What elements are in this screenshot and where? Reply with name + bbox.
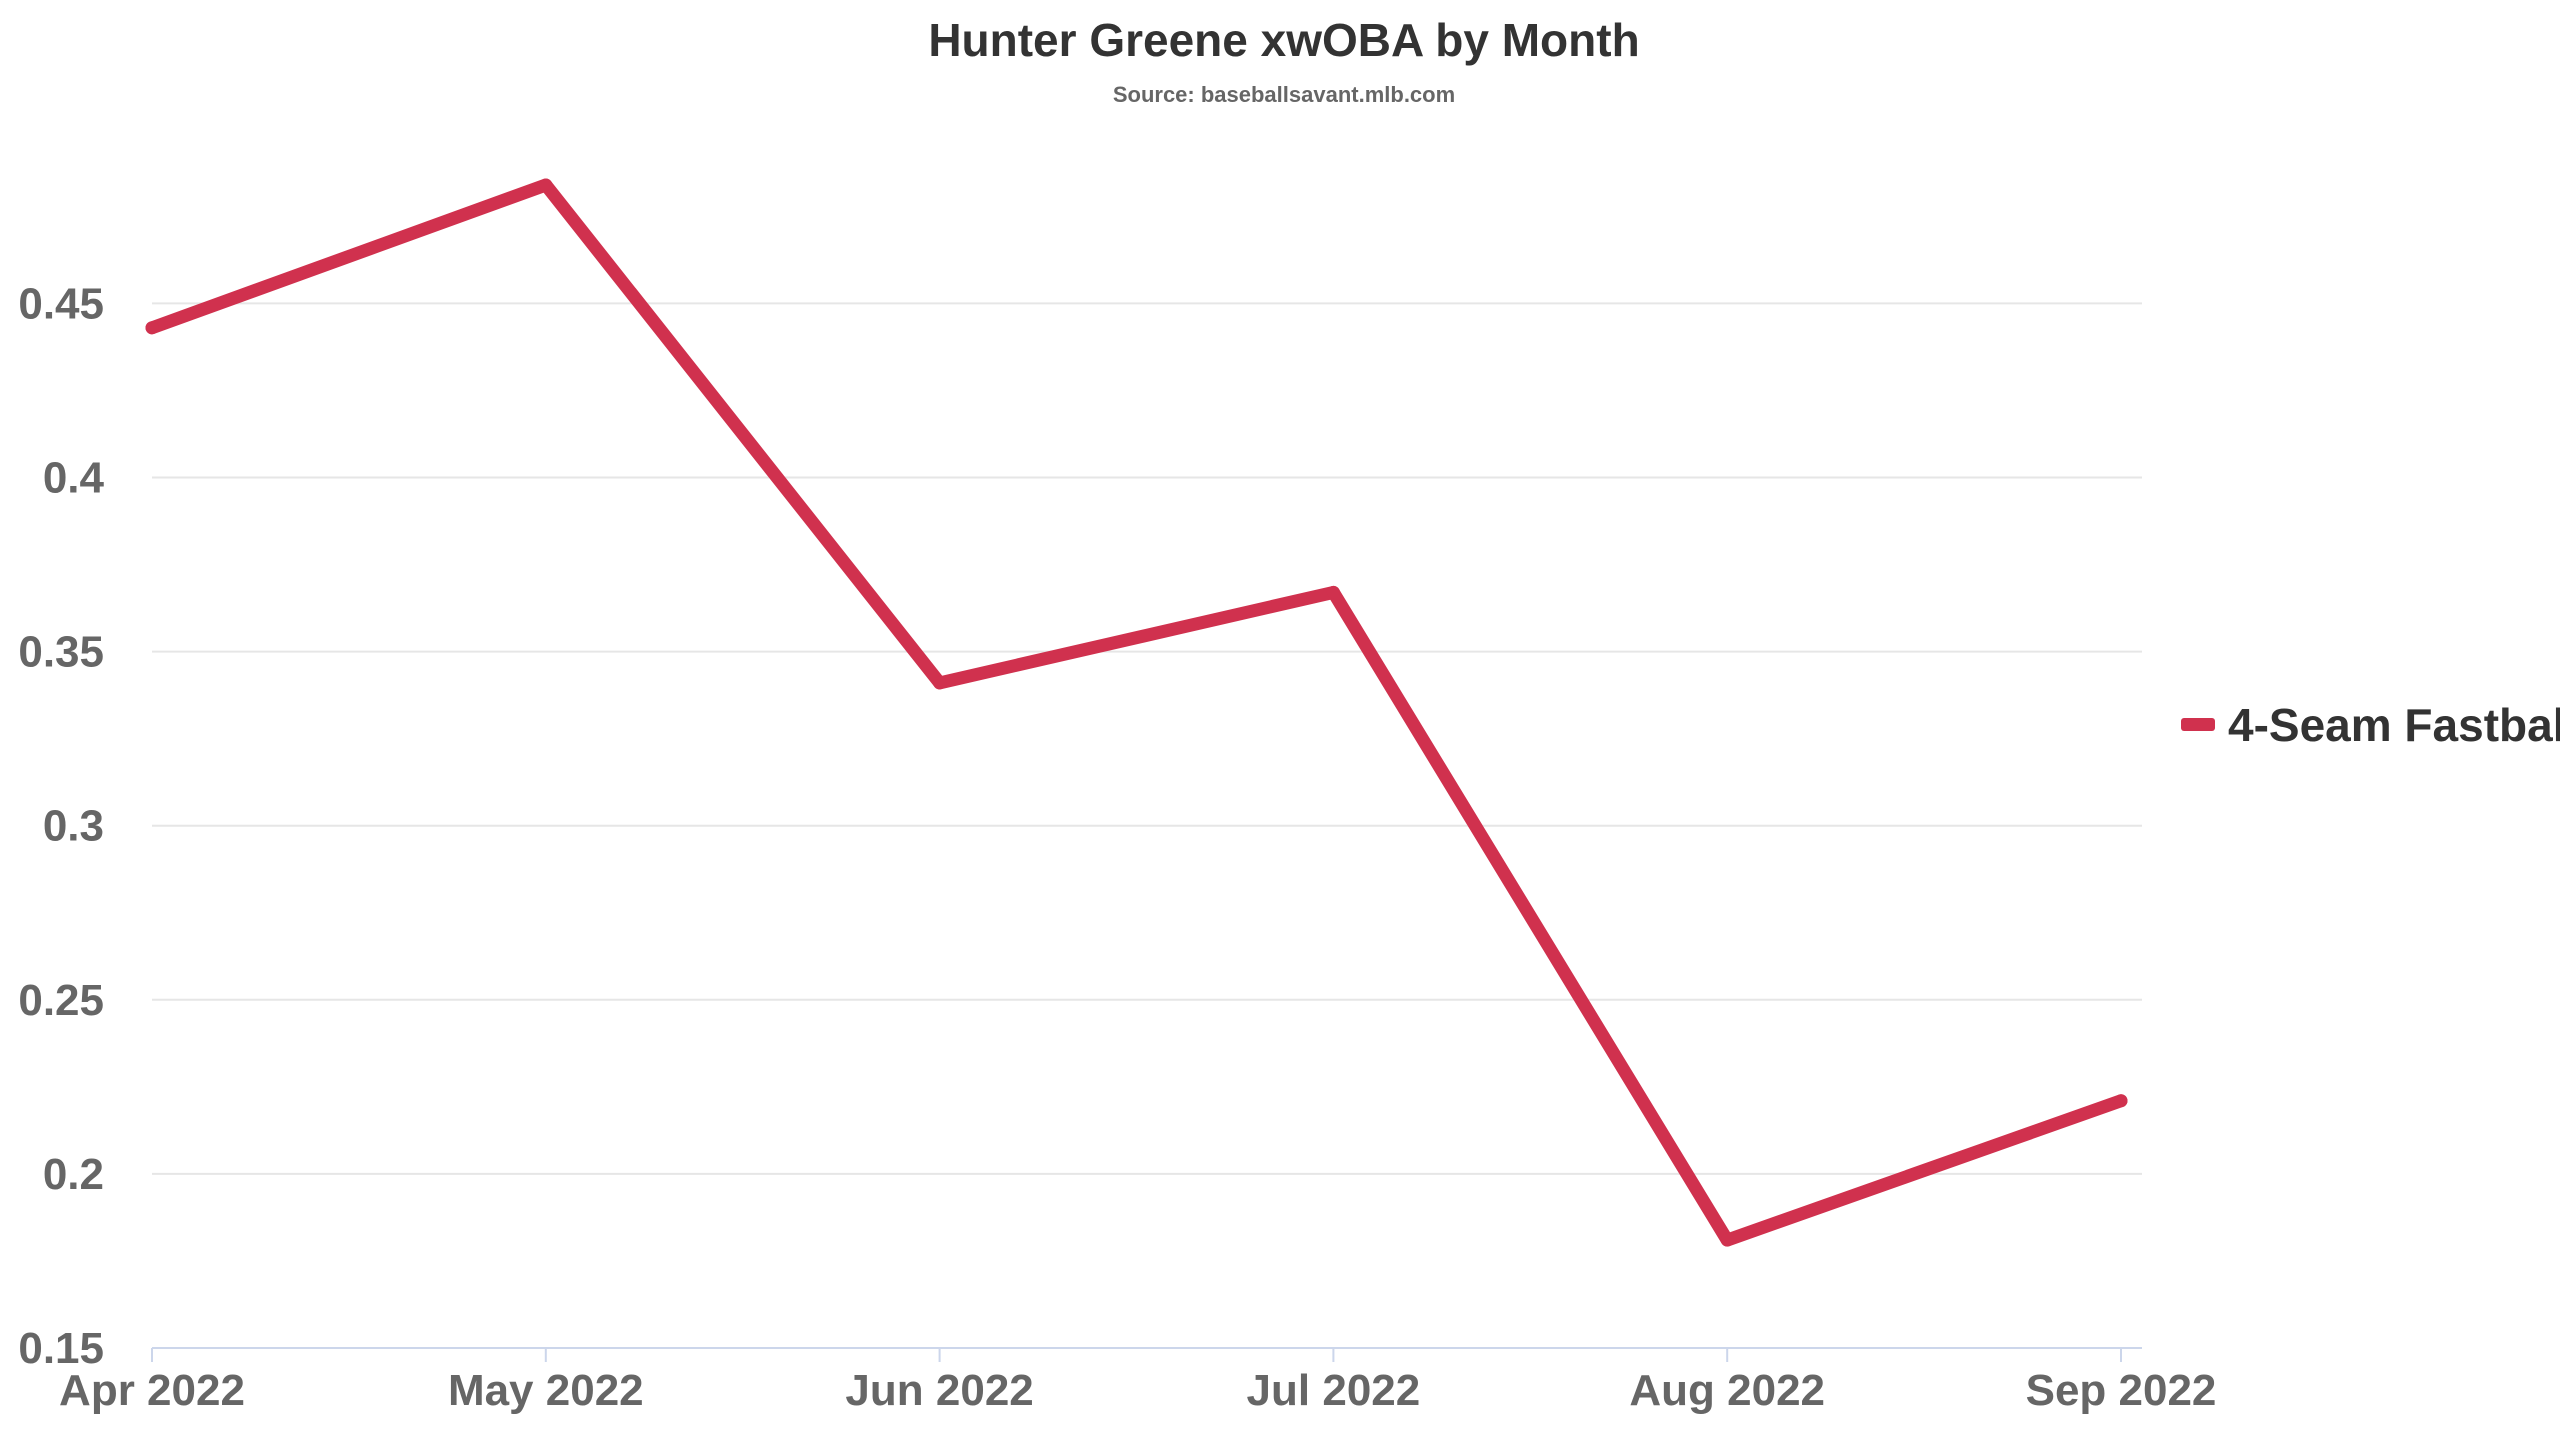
series-layer [145,178,2128,1247]
x-tick-label: Aug 2022 [1629,1366,1825,1415]
y-tick-label: 0.25 [18,976,104,1025]
y-axis: 0.15 0.2 0.25 0.3 0.35 0.4 0.45 [18,279,104,1373]
x-tick-label: May 2022 [448,1366,644,1415]
x-tick-label: Apr 2022 [59,1366,245,1415]
legend[interactable]: 4-Seam Fastball [2181,699,2560,751]
series-line [145,178,2128,1247]
data-point [539,178,553,192]
y-tick-label: 0.4 [43,453,105,502]
x-tick-label: Jul 2022 [1247,1366,1421,1415]
y-tick-label: 0.15 [18,1324,104,1373]
chart-subtitle: Source: baseballsavant.mlb.com [1113,82,1455,107]
x-tick-label: Sep 2022 [2026,1366,2217,1415]
data-point [1326,585,1340,599]
y-tick-label: 0.3 [43,802,104,851]
y-tick-label: 0.45 [18,279,104,328]
legend-swatch [2181,718,2215,731]
data-point [2114,1094,2128,1108]
y-tick-label: 0.35 [18,628,104,677]
chart-title: Hunter Greene xwOBA by Month [928,14,1639,66]
legend-label: 4-Seam Fastball [2228,699,2560,751]
y-tick-label: 0.2 [43,1150,104,1199]
x-axis [151,1347,2142,1362]
x-tick-label: Jun 2022 [845,1366,1033,1415]
data-point [933,676,947,690]
data-point [145,321,159,335]
x-axis-labels: Apr 2022 May 2022 Jun 2022 Jul 2022 Aug 2022… [59,1366,2216,1415]
data-point [1720,1233,1734,1247]
grid-lines [152,302,2142,1175]
